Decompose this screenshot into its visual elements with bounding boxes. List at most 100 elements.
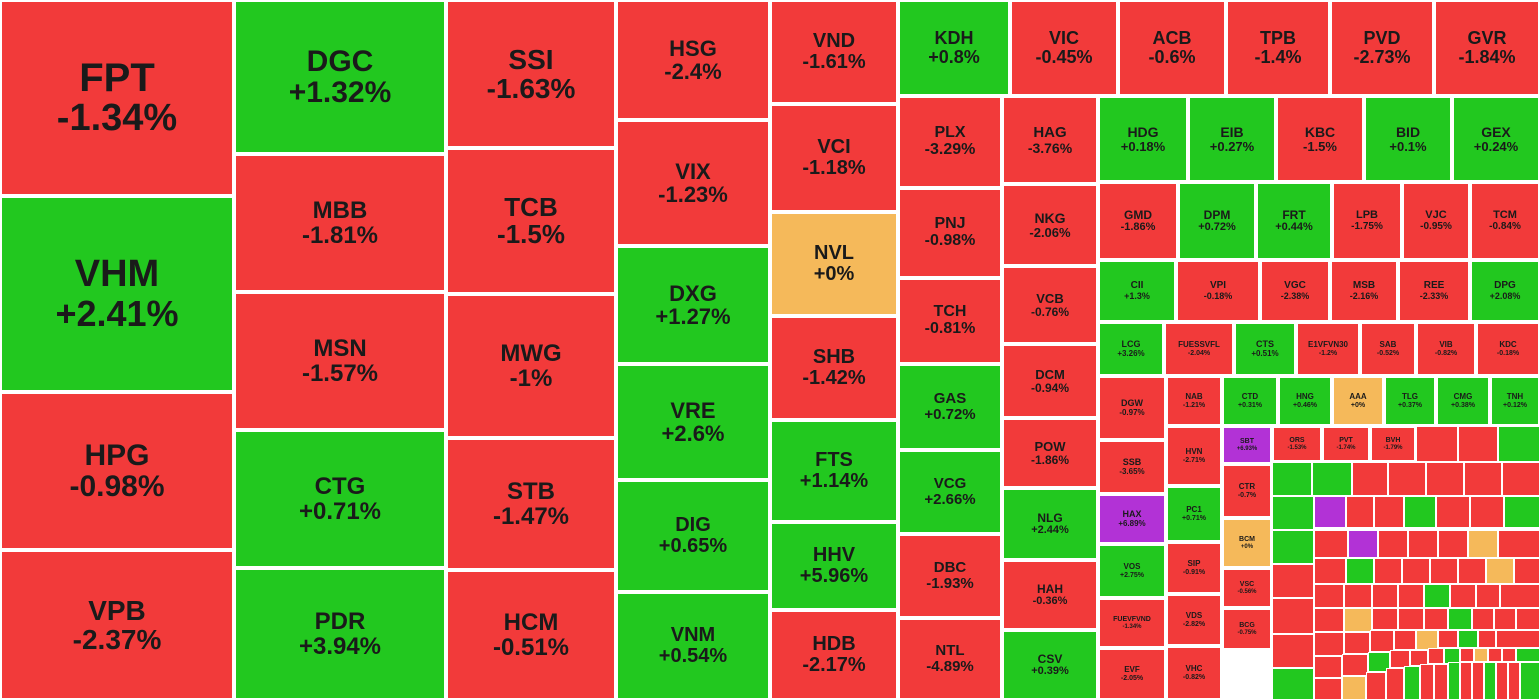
tile-small[interactable]	[1404, 496, 1436, 528]
tile-fuessvfl[interactable]: FUESSVFL -2.04%	[1164, 322, 1234, 376]
tile-vhm[interactable]: VHM +2.41%	[0, 196, 234, 392]
tile-small[interactable]	[1348, 530, 1378, 558]
tile-small[interactable]	[1426, 462, 1464, 496]
tile-small[interactable]	[1344, 584, 1372, 608]
tile-small[interactable]	[1352, 462, 1388, 496]
tile-dig[interactable]: DIG +0.65%	[616, 480, 770, 592]
tile-sab[interactable]: SAB -0.52%	[1360, 322, 1416, 376]
tile-small[interactable]	[1458, 630, 1478, 648]
tile-small[interactable]	[1498, 530, 1540, 558]
tile-small[interactable]	[1390, 650, 1410, 668]
tile-acb[interactable]: ACB -0.6%	[1118, 0, 1226, 96]
tile-small[interactable]	[1496, 630, 1540, 648]
tile-hah[interactable]: HAH -0.36%	[1002, 560, 1098, 630]
tile-pdr[interactable]: PDR +3.94%	[234, 568, 446, 700]
tile-small[interactable]	[1448, 662, 1460, 700]
tile-small[interactable]	[1464, 462, 1502, 496]
tile-small[interactable]	[1474, 648, 1488, 662]
tile-aaa[interactable]: AAA +0%	[1332, 376, 1384, 426]
tile-small[interactable]	[1458, 558, 1486, 584]
tile-msn[interactable]: MSN -1.57%	[234, 292, 446, 430]
tile-small[interactable]	[1344, 608, 1372, 632]
tile-small[interactable]	[1402, 558, 1430, 584]
tile-small[interactable]	[1416, 426, 1458, 462]
tile-small[interactable]	[1374, 496, 1404, 528]
tile-nab[interactable]: NAB -1.21%	[1166, 376, 1222, 426]
tile-pc1[interactable]: PC1 +0.71%	[1166, 486, 1222, 542]
tile-small[interactable]	[1514, 558, 1540, 584]
tile-pow[interactable]: POW -1.86%	[1002, 418, 1098, 488]
tile-small[interactable]	[1508, 662, 1520, 700]
tile-nkg[interactable]: NKG -2.06%	[1002, 184, 1098, 266]
tile-tcm[interactable]: TCM -0.84%	[1470, 182, 1540, 260]
tile-cii[interactable]: CII +1.3%	[1098, 260, 1176, 322]
tile-small[interactable]	[1342, 654, 1368, 676]
tile-lcg[interactable]: LCG +3.26%	[1098, 322, 1164, 376]
tile-small[interactable]	[1272, 462, 1312, 496]
tile-vib[interactable]: VIB -0.82%	[1416, 322, 1476, 376]
tile-vds[interactable]: VDS -2.82%	[1166, 594, 1222, 646]
tile-small[interactable]	[1438, 630, 1458, 648]
tile-plx[interactable]: PLX -3.29%	[898, 96, 1002, 188]
tile-gvr[interactable]: GVR -1.84%	[1434, 0, 1540, 96]
tile-dgc[interactable]: DGC +1.32%	[234, 0, 446, 154]
tile-msb[interactable]: MSB -2.16%	[1330, 260, 1398, 322]
tile-small[interactable]	[1378, 530, 1408, 558]
tile-small[interactable]	[1408, 530, 1438, 558]
tile-small[interactable]	[1394, 630, 1416, 650]
tile-eib[interactable]: EIB +0.27%	[1188, 96, 1276, 182]
tile-small[interactable]	[1366, 672, 1386, 700]
tile-hhv[interactable]: HHV +5.96%	[770, 522, 898, 610]
tile-small[interactable]	[1346, 558, 1374, 584]
tile-csv[interactable]: CSV +0.39%	[1002, 630, 1098, 700]
tile-small[interactable]	[1372, 584, 1398, 608]
tile-small[interactable]	[1314, 558, 1346, 584]
tile-small[interactable]	[1470, 496, 1504, 528]
tile-dbc[interactable]: DBC -1.93%	[898, 534, 1002, 618]
tile-small[interactable]	[1486, 558, 1514, 584]
tile-ctg[interactable]: CTG +0.71%	[234, 430, 446, 568]
tile-small[interactable]	[1448, 608, 1472, 630]
tile-small[interactable]	[1386, 668, 1404, 700]
tile-small[interactable]	[1368, 652, 1390, 672]
tile-small[interactable]	[1516, 648, 1540, 662]
tile-vgc[interactable]: VGC -2.38%	[1260, 260, 1330, 322]
tile-tlg[interactable]: TLG +0.37%	[1384, 376, 1436, 426]
tile-vci[interactable]: VCI -1.18%	[770, 104, 898, 212]
tile-bcm[interactable]: BCM +0%	[1222, 518, 1272, 568]
tile-small[interactable]	[1424, 608, 1448, 630]
tile-tcb[interactable]: TCB -1.5%	[446, 148, 616, 294]
tile-dxg[interactable]: DXG +1.27%	[616, 246, 770, 364]
tile-small[interactable]	[1478, 630, 1496, 648]
tile-small[interactable]	[1372, 608, 1398, 630]
tile-vcb[interactable]: VCB -0.76%	[1002, 266, 1098, 344]
tile-small[interactable]	[1484, 662, 1496, 700]
tile-bcg[interactable]: BCG -0.75%	[1222, 608, 1272, 650]
tile-small[interactable]	[1272, 668, 1314, 700]
tile-small[interactable]	[1374, 558, 1402, 584]
tile-vcg[interactable]: VCG +2.66%	[898, 450, 1002, 534]
tile-small[interactable]	[1398, 608, 1424, 630]
tile-hvn[interactable]: HVN -2.71%	[1166, 426, 1222, 486]
tile-tch[interactable]: TCH -0.81%	[898, 278, 1002, 364]
tile-kdc[interactable]: KDC -0.18%	[1476, 322, 1540, 376]
tile-frt[interactable]: FRT +0.44%	[1256, 182, 1332, 260]
tile-nvl[interactable]: NVL +0%	[770, 212, 898, 316]
tile-vhc[interactable]: VHC -0.82%	[1166, 646, 1222, 700]
tile-kbc[interactable]: KBC -1.5%	[1276, 96, 1364, 182]
tile-small[interactable]	[1314, 530, 1348, 558]
tile-small[interactable]	[1272, 496, 1314, 530]
tile-small[interactable]	[1498, 426, 1540, 462]
tile-pnj[interactable]: PNJ -0.98%	[898, 188, 1002, 278]
tile-small[interactable]	[1434, 664, 1448, 700]
tile-small[interactable]	[1398, 584, 1424, 608]
tile-dgw[interactable]: DGW -0.97%	[1098, 376, 1166, 440]
tile-vpi[interactable]: VPI -0.18%	[1176, 260, 1260, 322]
tile-vix[interactable]: VIX -1.23%	[616, 120, 770, 246]
tile-dcm[interactable]: DCM -0.94%	[1002, 344, 1098, 418]
tile-small[interactable]	[1342, 676, 1366, 700]
tile-vnd[interactable]: VND -1.61%	[770, 0, 898, 104]
tile-pvd[interactable]: PVD -2.73%	[1330, 0, 1434, 96]
tile-vnm[interactable]: VNM +0.54%	[616, 592, 770, 700]
tile-hdg[interactable]: HDG +0.18%	[1098, 96, 1188, 182]
